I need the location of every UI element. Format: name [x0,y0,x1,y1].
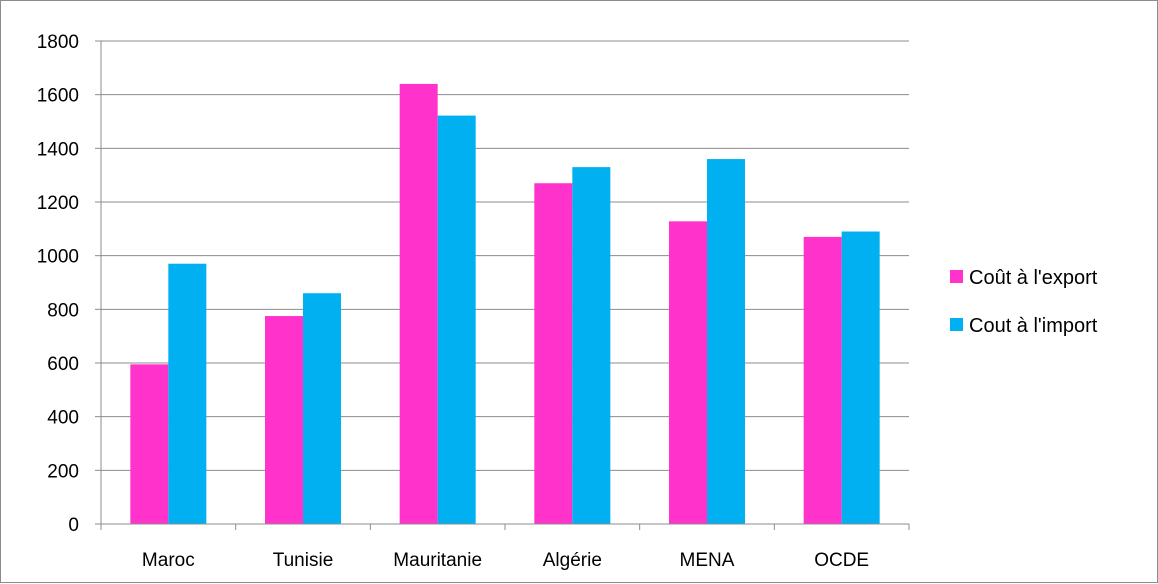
bar-import-0 [168,263,207,524]
x-tick-label: Mauritanie [393,550,482,571]
y-tick-label: 600 [47,354,79,375]
bar-import-1 [303,293,341,524]
y-tick-label: 0 [68,515,79,536]
bar-export-1 [265,316,303,524]
x-tick-label: Algérie [543,550,602,571]
bar-export-5 [803,236,842,524]
bars [130,83,880,525]
y-tick-label: 1000 [37,247,79,268]
bar-import-5 [841,231,880,524]
gridlines [101,40,909,471]
y-tick-label: 1200 [37,193,79,214]
legend-label-import: Cout à l'import [969,315,1098,337]
x-tick-label: Maroc [142,550,195,571]
bar-import-3 [572,167,611,524]
x-tick-label: Tunisie [273,550,334,571]
y-tick-label: 1400 [37,139,79,160]
bar-import-4 [707,159,745,525]
bar-import-2 [437,115,476,524]
legend: Coût à l'export Cout à l'import [950,267,1098,337]
y-tick-label: 1800 [37,32,79,53]
legend-label-export: Coût à l'export [969,267,1098,289]
x-axis-ticks: Maroc Tunisie Mauritanie Algérie MENA OCDE [100,524,910,571]
y-tick-label: 1600 [37,86,79,107]
x-tick-label: OCDE [814,550,869,571]
bar-export-3 [534,183,573,524]
bar-export-4 [669,221,707,524]
y-tick-label: 800 [47,300,79,321]
y-tick-label: 400 [47,408,79,429]
y-tick-label: 200 [47,461,79,482]
x-tick-label: MENA [680,550,735,571]
legend-swatch-export [950,270,963,283]
axes [100,41,909,525]
y-axis-ticks: 0 200 400 600 800 1000 1200 1400 1600 1800 [37,32,101,536]
legend-swatch-import [950,318,963,331]
bar-export-0 [130,364,169,524]
bar-export-2 [399,83,438,524]
